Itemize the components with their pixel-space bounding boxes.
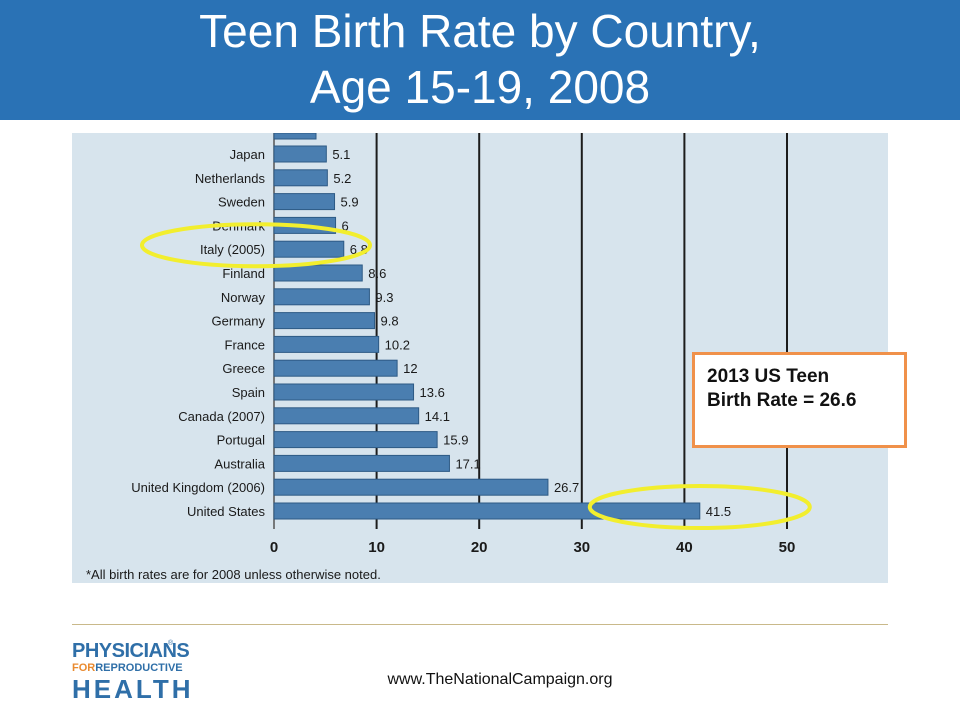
bar-finland [273, 264, 363, 282]
bar-united-states [273, 502, 701, 520]
bar-united-kingdom-2006 [273, 478, 549, 496]
value-label-finland: 8.6 [368, 266, 386, 281]
bar-france [273, 335, 380, 353]
slide-title-line1: Teen Birth Rate by Country, [199, 5, 761, 57]
bar-portugal [273, 431, 438, 449]
physicians-logo: PHYSICIANS ® FORREPRODUCTIVE HEALTH [72, 640, 192, 706]
value-label-netherlands: 5.2 [333, 171, 351, 186]
category-label-canada-2007: Canada (2007) [178, 409, 265, 424]
logo-for-text: FOR [72, 662, 96, 674]
bar-sweden [273, 193, 336, 211]
category-label-norway: Norway [221, 290, 266, 305]
category-label-france: France [225, 337, 265, 352]
logo-physicians-text: PHYSICIANS [72, 640, 190, 662]
bar-canada-2007 [273, 407, 420, 425]
bar-australia [273, 454, 450, 472]
callout-line2: Birth Rate = 26.6 [707, 390, 857, 411]
callout-box: 2013 US Teen Birth Rate = 26.6 [692, 352, 907, 448]
x-tick-label-50: 50 [779, 539, 796, 556]
bar-netherlands [273, 169, 328, 187]
value-label-japan: 5.1 [332, 147, 350, 162]
bar-germany [273, 312, 376, 330]
category-label-netherlands: Netherlands [195, 171, 266, 186]
bar-greece [273, 359, 398, 377]
category-label-sweden: Sweden [218, 195, 265, 210]
value-label-germany: 9.8 [381, 314, 399, 329]
x-tick-label-0: 0 [270, 539, 278, 556]
value-label-australia: 17.1 [455, 456, 480, 471]
category-label-spain: Spain [232, 385, 265, 400]
logo-registered-mark: ® [168, 640, 174, 647]
category-label-greece: Greece [222, 361, 265, 376]
logo-tagline: FORREPRODUCTIVE [72, 662, 183, 674]
highlight-ellipse-italy-2005 [140, 222, 372, 269]
bar-spain [273, 383, 415, 401]
category-label-japan: Japan [230, 147, 265, 162]
category-label-germany: Germany [212, 314, 266, 329]
x-tick-label-40: 40 [676, 539, 693, 556]
value-label-sweden: 5.9 [341, 195, 359, 210]
value-label-canada-2007: 14.1 [425, 409, 450, 424]
value-label-united-kingdom-2006: 26.7 [554, 480, 579, 495]
category-label-australia: Australia [214, 456, 265, 471]
category-label-united-kingdom-2006: United Kingdom (2006) [131, 480, 265, 495]
x-tick-label-30: 30 [573, 539, 590, 556]
category-label-portugal: Portugal [217, 433, 266, 448]
x-tick-label-20: 20 [471, 539, 488, 556]
chart-footnote: *All birth rates are for 2008 unless oth… [86, 567, 381, 582]
value-label-greece: 12 [403, 361, 417, 376]
bar-norway [273, 288, 370, 306]
bar-partial [273, 133, 317, 140]
category-label-italy-2005: Italy (2005) [200, 242, 265, 257]
bar-japan [273, 145, 327, 163]
logo-reproductive-text: REPRODUCTIVE [95, 662, 183, 674]
x-tick-label-10: 10 [368, 539, 385, 556]
title-banner: Teen Birth Rate by Country, Age 15-19, 2… [0, 0, 960, 120]
category-label-united-states: United States [187, 504, 266, 519]
highlight-ellipse-united-states [587, 484, 812, 530]
value-label-spain: 13.6 [420, 385, 445, 400]
logo-health-text: HEALTH [72, 674, 194, 704]
category-label-finland: Finland [222, 266, 265, 281]
slide-title-line2: Age 15-19, 2008 [309, 61, 651, 113]
value-label-denmark: 6 [342, 218, 349, 233]
callout-line1: 2013 US Teen [707, 366, 830, 387]
value-label-portugal: 15.9 [443, 433, 468, 448]
bar-italy-2005 [273, 240, 345, 258]
value-label-united-states: 41.5 [706, 504, 731, 519]
footer-url: www.TheNationalCampaign.org [387, 671, 613, 688]
value-label-norway: 9.3 [375, 290, 393, 305]
footer-divider [72, 624, 888, 625]
value-label-france: 10.2 [385, 337, 410, 352]
